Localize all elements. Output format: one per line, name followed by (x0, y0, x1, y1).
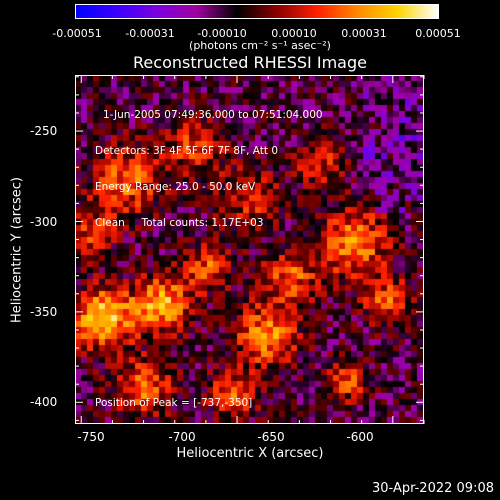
peak-position-label: Position of Peak = [-737,-350] (95, 397, 253, 409)
colorbar-tick-label: -0.00031 (125, 27, 175, 40)
x-tick-label: -750 (77, 430, 105, 444)
y-tick-label: -250 (30, 124, 58, 138)
x-tick-label: -700 (168, 430, 196, 444)
rhessi-image-heatmap (75, 75, 424, 424)
colorbar (75, 4, 439, 19)
image-frame (75, 75, 424, 424)
colorbar-tick-label: 0.00031 (341, 27, 387, 40)
y-axis-label: Heliocentric Y (arcsec) (9, 177, 25, 323)
x-tick-label: -600 (346, 430, 374, 444)
colorbar-tick-label: -0.00010 (197, 27, 247, 40)
x-axis-label: Heliocentric X (arcsec) (176, 446, 324, 461)
plot-timestamp: 30-Apr-2022 09:08 (372, 481, 494, 496)
colorbar-units: (photons cm⁻² s⁻¹ asec⁻²) (189, 39, 331, 52)
plot-title: Reconstructed RHESSI Image (133, 53, 367, 72)
image-info-block: 1-Jun-2005 07:49:36.000 to 07:51:04.000 … (95, 85, 323, 253)
y-tick-label: -400 (30, 395, 58, 409)
detectors-label: Detectors: 3F 4F 5F 6F 7F 8F, Att 0 (95, 145, 279, 157)
time-range-label: 1-Jun-2005 07:49:36.000 to 07:51:04.000 (103, 109, 323, 121)
colorbar-tick-label: 0.00010 (271, 27, 317, 40)
y-tick-label: -300 (30, 215, 58, 229)
clean-counts-label: Clean Total counts: 1.17E+03 (95, 217, 264, 229)
colorbar-tick-label: 0.00051 (415, 27, 461, 40)
x-tick-label: -650 (257, 430, 285, 444)
y-tick-label: -350 (30, 305, 58, 319)
energy-range-label: Energy Range: 25.0 - 50.0 keV (95, 181, 256, 193)
colorbar-tick-label: -0.00051 (52, 27, 102, 40)
